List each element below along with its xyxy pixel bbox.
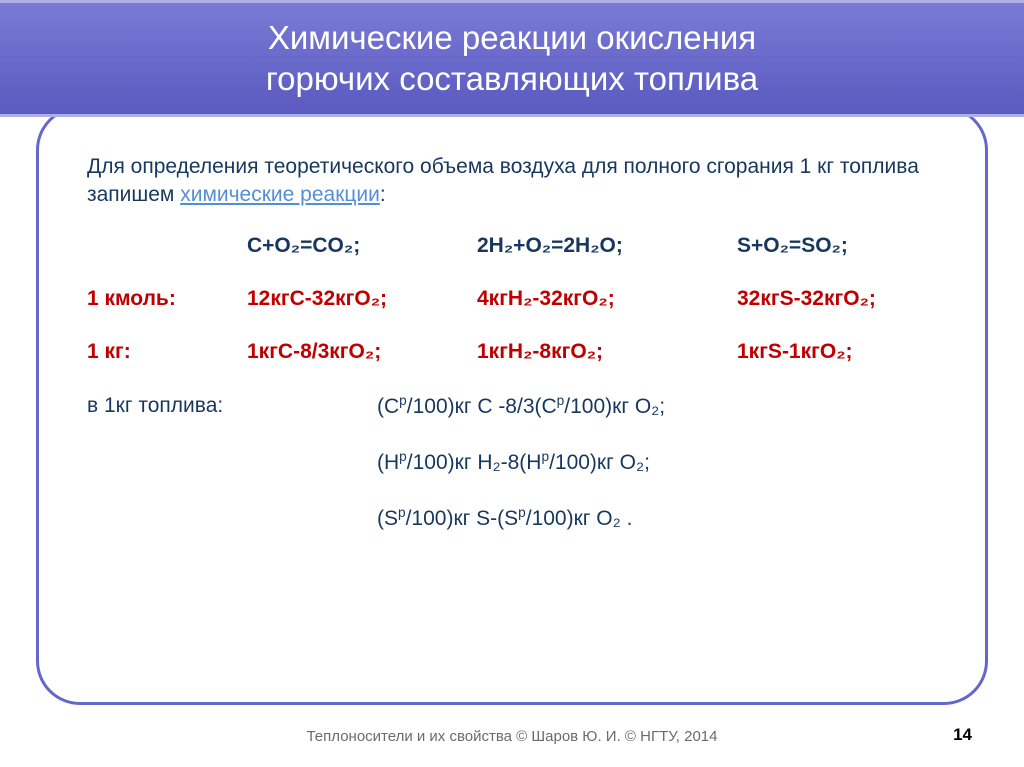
fuel-line-1: (Cр/100)кг C -8/3(Cр/100)кг O₂; bbox=[377, 392, 665, 420]
intro-paragraph: Для определения теоретического объема во… bbox=[87, 153, 937, 210]
kg-label: 1 кг: bbox=[87, 338, 247, 365]
fuel-row-1: в 1кг топлива: (Cр/100)кг C -8/3(Cр/100)… bbox=[87, 392, 937, 420]
fuel-row-3: (Sр/100)кг S-(Sр/100)кг O₂ . bbox=[87, 504, 937, 532]
content-card: Для определения теоретического объема во… bbox=[36, 106, 988, 705]
eq-carbon: C+O₂=CO₂; bbox=[247, 232, 477, 259]
kg-row: 1 кг: 1кгC-8/3кгO₂; 1кгH₂-8кгO₂; 1кгS-1к… bbox=[87, 338, 937, 365]
kmol-s: 32кгS-32кгO₂; bbox=[737, 285, 937, 312]
eq-label bbox=[87, 232, 247, 259]
fuel-label: в 1кг топлива: bbox=[87, 392, 377, 420]
equations-row: C+O₂=CO₂; 2H₂+O₂=2H₂O; S+O₂=SO₂; bbox=[87, 232, 937, 259]
kg-c: 1кгC-8/3кгO₂; bbox=[247, 338, 477, 365]
slide: Химические реакции окисления горючих сос… bbox=[0, 0, 1024, 767]
eq-sulfur: S+O₂=SO₂; bbox=[737, 232, 937, 259]
fuel-row-2: (Hр/100)кг H₂-8(Hр/100)кг O₂; bbox=[87, 448, 937, 476]
kg-s: 1кгS-1кгO₂; bbox=[737, 338, 937, 365]
fuel-line-3: (Sр/100)кг S-(Sр/100)кг O₂ . bbox=[377, 504, 632, 532]
footer-text: Теплоносители и их свойства © Шаров Ю. И… bbox=[0, 728, 1024, 745]
slide-title: Химические реакции окисления горючих сос… bbox=[0, 0, 1024, 117]
intro-highlight: химические реакции bbox=[180, 183, 380, 206]
fuel-line-2: (Hр/100)кг H₂-8(Hр/100)кг O₂; bbox=[377, 448, 650, 476]
title-line-1: Химические реакции окисления bbox=[268, 19, 756, 56]
intro-post: : bbox=[380, 183, 386, 206]
kmol-row: 1 кмоль: 12кгC-32кгO₂; 4кгH₂-32кгO₂; 32к… bbox=[87, 285, 937, 312]
page-number: 14 bbox=[953, 725, 972, 745]
kmol-label: 1 кмоль: bbox=[87, 285, 247, 312]
kmol-c: 12кгC-32кгO₂; bbox=[247, 285, 477, 312]
title-line-2: горючих составляющих топлива bbox=[266, 60, 758, 97]
eq-hydrogen: 2H₂+O₂=2H₂O; bbox=[477, 232, 737, 259]
kg-h: 1кгH₂-8кгO₂; bbox=[477, 338, 737, 365]
kmol-h: 4кгH₂-32кгO₂; bbox=[477, 285, 737, 312]
